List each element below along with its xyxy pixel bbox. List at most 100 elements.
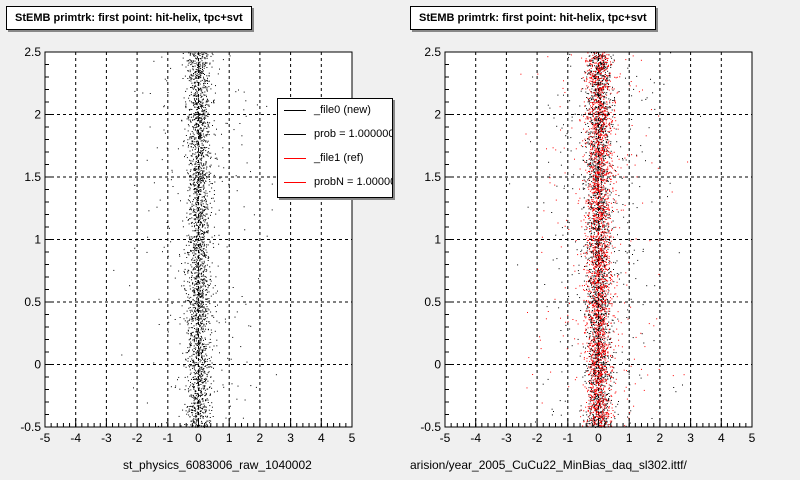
data-point [203,307,205,309]
data-point [209,387,210,389]
data-point [213,100,214,102]
data-point [206,57,208,59]
data-point [196,165,198,167]
data-point [197,133,199,135]
data-point [201,201,203,203]
data-point [592,124,593,126]
data-point [192,62,194,64]
data-point [595,413,597,415]
data-point [596,219,598,221]
data-point [195,125,197,127]
data-point [595,266,597,268]
data-point [204,64,206,66]
data-point [206,310,208,312]
data-point [203,165,205,166]
data-point [196,204,197,205]
data-point [193,347,195,349]
data-point [627,222,629,224]
data-point [200,392,202,394]
data-point [582,187,584,189]
data-point [195,324,197,326]
data-point [194,283,196,285]
data-point [599,54,601,56]
data-point [201,157,203,159]
data-point [557,94,559,96]
data-point [207,217,209,219]
data-point [187,269,189,271]
data-point [594,205,596,207]
data-point [207,329,209,331]
data-point [205,111,207,112]
data-point [205,162,207,164]
data-point [200,140,202,142]
data-point [191,310,193,312]
data-point [601,296,603,298]
data-point [599,330,601,332]
data-point [606,282,608,284]
data-point [593,89,595,91]
data-point [189,159,191,161]
data-point [188,223,190,225]
data-point [587,345,589,347]
data-point [192,180,194,182]
data-point [590,278,591,280]
data-point [596,159,598,161]
data-point [198,224,200,226]
data-point [201,349,203,351]
data-point [610,402,612,404]
data-point [191,109,193,110]
data-point [195,421,197,423]
data-point [197,397,199,399]
data-point [199,306,201,308]
data-point [200,129,202,131]
data-point [196,123,197,125]
data-point [669,182,671,184]
data-point [594,165,596,167]
data-point [205,415,207,417]
data-point [201,381,203,383]
data-point [202,314,204,316]
data-point [210,280,212,282]
data-point [195,202,197,204]
data-point [195,144,197,145]
data-point [226,246,228,248]
data-point [602,214,604,216]
data-point [198,99,200,101]
data-point [606,177,608,179]
data-point [191,319,193,320]
data-point [189,288,191,290]
data-point [597,314,599,316]
data-point [200,132,202,134]
data-point [208,126,210,128]
data-point [593,237,595,239]
data-point [192,85,194,87]
data-point [206,393,207,395]
data-point [209,165,211,167]
data-point [207,230,209,232]
data-point [187,139,189,141]
data-point [184,424,186,425]
data-point [200,293,202,295]
data-point [609,339,611,340]
data-point [194,262,196,264]
data-point [202,279,203,281]
data-point [192,320,194,322]
data-point [201,53,203,55]
data-point [591,203,593,205]
data-point [608,162,610,164]
data-point [594,324,596,326]
data-point [610,107,612,109]
data-point [197,370,199,372]
data-point [613,199,615,201]
data-point [203,323,205,325]
data-point [561,127,563,129]
data-point [658,155,660,157]
data-point [551,414,553,416]
data-point [593,364,595,366]
data-point [207,227,209,229]
data-point [196,56,198,58]
data-point [190,87,191,88]
data-point [612,89,614,91]
data-point [608,98,610,100]
data-point [199,395,201,396]
